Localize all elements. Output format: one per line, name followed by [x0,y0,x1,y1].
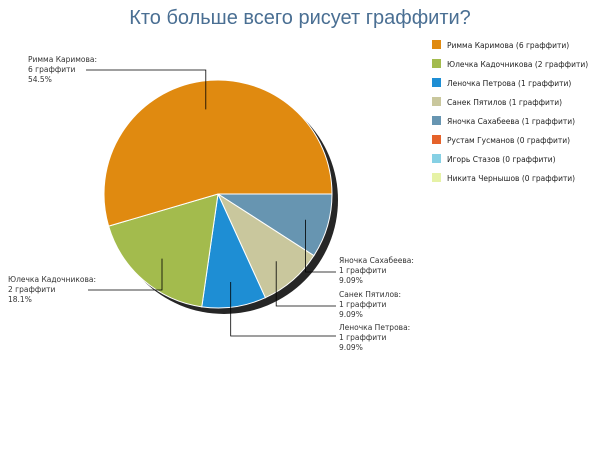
legend-swatch [432,59,441,68]
legend-label: Рустам Гусманов (0 граффити) [447,136,570,145]
legend-swatch [432,78,441,87]
leader-line [275,261,336,307]
legend-label: Яночка Сахабеева (1 граффити) [447,117,575,126]
legend-label: Юлечка Кадочникова (2 граффити) [447,60,588,69]
legend-swatch [432,154,441,163]
data-label-name: Санек Пятилов: [339,290,401,299]
data-label-name: Яночка Сахабеева: [339,256,414,265]
data-label-name: Римма Каримова: [28,55,97,64]
legend-label: Никита Чернышов (0 граффити) [447,174,575,183]
data-label-percent: 9.09% [339,276,363,285]
legend: Римма Каримова (6 граффити) Юлечка Кадочн… [432,40,588,183]
legend-swatch [432,40,441,49]
pie-slice [107,193,219,308]
data-label-count: 6 граффити [28,65,76,74]
leader-line [86,69,207,110]
legend-label: Игорь Стазов (0 граффити) [447,155,556,164]
data-label-percent: 9.09% [339,343,363,352]
pie-slice [103,79,333,227]
data-label-percent: 9.09% [339,310,363,319]
leader-line [230,282,336,337]
pie-slices [103,79,333,309]
leader-line [88,258,163,291]
data-label-count: 2 граффити [8,285,56,294]
legend-swatch [432,116,441,125]
data-label-name: Юлечка Кадочникова: [8,275,96,284]
legend-swatch [432,135,441,144]
legend-label: Римма Каримова (6 граффити) [447,41,569,50]
legend-swatch [432,173,441,182]
legend-swatch [432,97,441,106]
data-label-percent: 54.5% [28,75,52,84]
legend-label: Санек Пятилов (1 граффити) [447,98,562,107]
data-label-percent: 18.1% [8,295,32,304]
data-label-count: 1 граффити [339,300,387,309]
chart-title: Кто больше всего рисует граффити? [129,7,471,29]
leader-line [305,219,336,273]
data-label-count: 1 граффити [339,266,387,275]
data-label-count: 1 граффити [339,333,387,342]
data-label-name: Леночка Петрова: [339,323,410,332]
legend-label: Леночка Петрова (1 граффити) [447,79,571,88]
